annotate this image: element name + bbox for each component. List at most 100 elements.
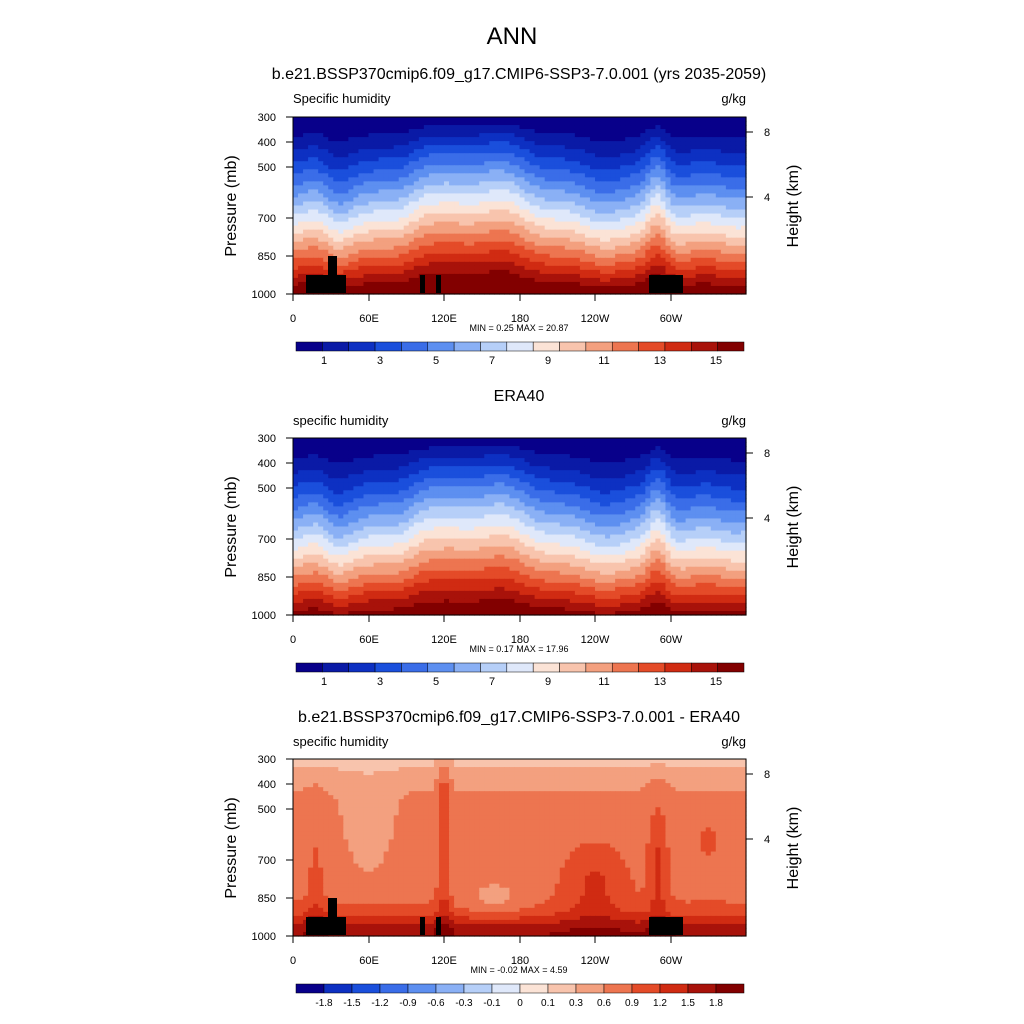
field-cell (333, 213, 339, 219)
field-cell (353, 217, 360, 223)
field-cell (353, 257, 360, 263)
field-cell (368, 149, 375, 154)
field-cell (544, 205, 551, 211)
field-cell (318, 261, 324, 267)
field-cell (388, 197, 395, 203)
field-cell (524, 221, 531, 227)
field-cell (685, 237, 692, 243)
field-cell (444, 257, 450, 263)
field-cell (358, 446, 365, 451)
field-cell (524, 133, 531, 138)
field-cell (358, 233, 365, 239)
field-cell (514, 466, 521, 471)
field-cell (564, 466, 571, 471)
field-cell (564, 281, 571, 287)
field-cell (514, 185, 521, 191)
field-cell (569, 458, 576, 463)
field-cell (418, 177, 425, 182)
field-cell (524, 117, 531, 122)
field-cell (308, 157, 314, 162)
field-cell (464, 145, 470, 150)
field-cell (615, 289, 621, 295)
field-cell (589, 466, 596, 471)
field-cell (600, 209, 606, 215)
field-cell (650, 137, 656, 142)
field-cell (735, 161, 742, 166)
field-cell (348, 225, 354, 231)
field-cell (444, 277, 450, 283)
field-cell (645, 133, 651, 138)
field-cell (499, 446, 505, 451)
field-cell (438, 450, 445, 455)
field-cell (464, 117, 470, 122)
field-cell (438, 137, 445, 142)
field-cell (635, 165, 641, 170)
field-cell (665, 237, 672, 243)
field-cell (393, 289, 400, 295)
field-cell (484, 261, 490, 267)
field-cell (509, 185, 516, 191)
field-cell (630, 201, 636, 207)
field-cell (529, 153, 536, 158)
field-cell (318, 141, 324, 146)
field-cell (615, 209, 621, 215)
field-cell (353, 173, 360, 178)
field-cell (630, 213, 636, 219)
field-cell (559, 245, 566, 251)
field-cell (620, 241, 626, 247)
field-cell (433, 253, 440, 259)
field-cell (730, 253, 737, 259)
field-cell (298, 277, 304, 283)
field-cell (730, 153, 737, 158)
field-cell (459, 121, 465, 126)
field-cell (519, 129, 526, 134)
field-cell (725, 177, 732, 182)
field-cell (569, 253, 576, 259)
field-cell (393, 129, 400, 134)
field-cell (690, 169, 697, 174)
field-cell (514, 133, 521, 138)
field-cell (509, 193, 516, 199)
field-cell (494, 149, 500, 154)
field-cell (534, 442, 541, 447)
field-cell (735, 185, 742, 191)
field-cell (403, 273, 410, 279)
field-cell (514, 289, 521, 295)
field-cell (509, 169, 516, 174)
field-cell (710, 145, 717, 150)
field-cell (303, 173, 309, 178)
field-cell (378, 117, 385, 122)
field-cell (589, 442, 596, 447)
field-cell (620, 470, 626, 475)
field-cell (660, 149, 667, 154)
field-cell (454, 205, 460, 211)
field-cell (574, 189, 581, 195)
field-cell (549, 149, 556, 154)
field-cell (313, 225, 319, 231)
field-cell (579, 245, 586, 251)
field-cell (323, 442, 329, 447)
field-cell (343, 205, 349, 211)
field-cell (574, 153, 581, 158)
field-cell (338, 450, 344, 455)
field-cell (408, 474, 415, 479)
field-cell (353, 442, 360, 447)
field-cell (298, 185, 304, 191)
field-cell (615, 189, 621, 195)
field-cell (343, 470, 349, 475)
field-cell (514, 458, 521, 463)
field-cell (293, 189, 299, 195)
field-cell (489, 289, 495, 295)
field-cell (383, 145, 390, 150)
field-cell (388, 189, 395, 195)
field-cell (428, 265, 435, 271)
field-cell (740, 273, 747, 279)
field-cell (710, 466, 717, 471)
field-cell (358, 161, 365, 166)
field-cell (725, 161, 732, 166)
field-cell (423, 257, 430, 263)
field-cell (484, 450, 490, 455)
field-cell (353, 157, 360, 162)
field-cell (600, 177, 606, 182)
field-cell (499, 145, 505, 150)
